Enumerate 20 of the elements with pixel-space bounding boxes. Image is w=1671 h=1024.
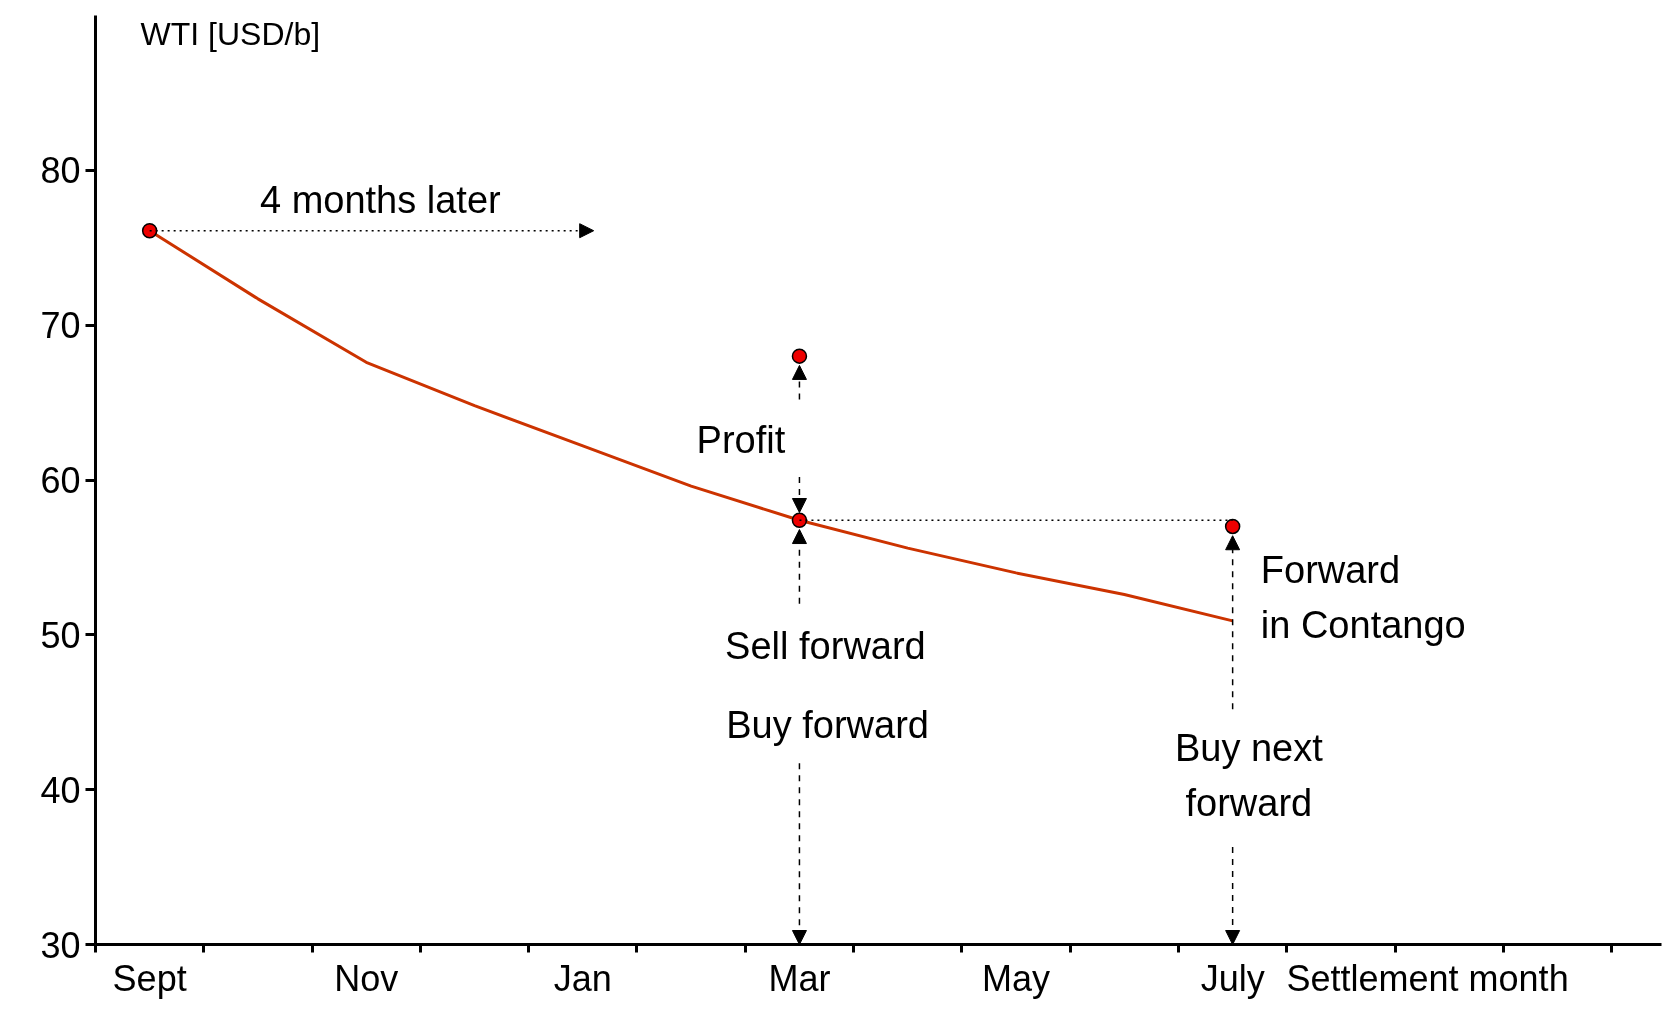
x-tick-label: July <box>1200 957 1265 999</box>
y-tick-label: 70 <box>40 305 81 347</box>
y-tick-label: 60 <box>40 460 81 501</box>
x-tick-label: Sept <box>112 957 187 999</box>
x-tick-label: Mar <box>768 957 831 999</box>
y-tick-label: 50 <box>40 614 81 656</box>
annotation: Forward in Contango <box>1260 549 1466 646</box>
annotation: 4 months later <box>259 178 502 221</box>
annotation: Profit <box>696 418 786 461</box>
y-tick-label: 80 <box>40 150 81 192</box>
annotation: Buy next forward <box>1174 727 1324 825</box>
x-tick-label: May <box>982 957 1051 999</box>
x-tick-label: Nov <box>334 957 399 999</box>
annotation: Sell forward <box>725 624 926 667</box>
y-tick-label: 40 <box>40 769 81 811</box>
y-tick-label: 30 <box>40 924 81 966</box>
x-axis-title: Settlement month <box>1286 957 1569 999</box>
x-tick-label: Jan <box>553 957 612 999</box>
annotation: Buy forward <box>726 703 929 746</box>
y-axis-title: WTI [USD/b] <box>140 15 321 52</box>
